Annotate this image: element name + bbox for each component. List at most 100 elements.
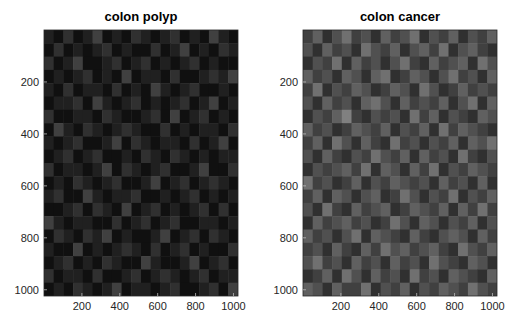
cell (449, 123, 459, 137)
cell (151, 110, 161, 124)
cell (390, 203, 400, 217)
cell (410, 136, 420, 150)
cell (332, 283, 342, 296)
cell (54, 123, 64, 137)
cell (371, 203, 381, 217)
cell (381, 110, 391, 124)
cell (449, 97, 459, 111)
cell (190, 243, 200, 257)
cell (342, 150, 352, 164)
cell (458, 230, 468, 244)
cell (381, 216, 391, 230)
cell (303, 57, 313, 71)
cell (361, 43, 371, 57)
cell (180, 110, 190, 124)
panel: 20040060080010002004006008001000colon ca… (274, 9, 505, 312)
cell (419, 83, 429, 97)
cell (160, 123, 170, 137)
y-tick-label: 800 (21, 232, 39, 244)
cell (228, 150, 238, 164)
cell (63, 70, 73, 84)
cell (322, 256, 332, 270)
cell (449, 243, 459, 257)
cell (219, 256, 229, 270)
cell (332, 176, 342, 190)
cell (190, 269, 200, 283)
cell (303, 269, 313, 283)
cell (228, 230, 238, 244)
cell (44, 57, 54, 71)
cell (322, 43, 332, 57)
cell (44, 123, 54, 137)
cell (122, 136, 132, 150)
cell (468, 70, 478, 84)
cell (141, 110, 151, 124)
cell (361, 163, 371, 177)
cell (419, 70, 429, 84)
cell (313, 136, 323, 150)
cell (371, 123, 381, 137)
y-tick (44, 81, 47, 82)
cell (141, 97, 151, 111)
cell (400, 203, 410, 217)
cell (313, 110, 323, 124)
cell (151, 163, 161, 177)
cell (487, 70, 497, 84)
cell (93, 256, 103, 270)
cell (63, 163, 73, 177)
cell (342, 203, 352, 217)
cell (54, 150, 64, 164)
cell (93, 163, 103, 177)
cell (429, 230, 439, 244)
y-tick (44, 237, 47, 238)
y-tick-label: 1000 (15, 284, 39, 296)
cell (303, 97, 313, 111)
cell (228, 97, 238, 111)
cell (332, 256, 342, 270)
cell (160, 190, 170, 204)
cell (439, 243, 449, 257)
cell (371, 256, 381, 270)
cell (303, 43, 313, 57)
cell (199, 256, 209, 270)
cell (390, 256, 400, 270)
y-tick (303, 81, 306, 82)
cell (390, 150, 400, 164)
cell (487, 123, 497, 137)
cell (112, 243, 122, 257)
cell (83, 203, 93, 217)
cell (419, 256, 429, 270)
cell (54, 97, 64, 111)
cell (313, 230, 323, 244)
cell (151, 83, 161, 97)
cell (219, 283, 229, 296)
cell (439, 97, 449, 111)
cell (449, 283, 459, 296)
cell (381, 163, 391, 177)
cell (439, 269, 449, 283)
cell (83, 30, 93, 44)
cell (83, 70, 93, 84)
cell (449, 136, 459, 150)
cell (160, 216, 170, 230)
cell (439, 43, 449, 57)
cell (122, 110, 132, 124)
cell (410, 123, 420, 137)
cell (410, 269, 420, 283)
cell (439, 256, 449, 270)
cell (131, 283, 141, 296)
cell (180, 176, 190, 190)
cell (342, 70, 352, 84)
cell (342, 230, 352, 244)
cell (83, 256, 93, 270)
cell (228, 283, 238, 296)
cell (478, 243, 488, 257)
cell (390, 43, 400, 57)
cell (190, 163, 200, 177)
cell (449, 30, 459, 44)
cell (478, 97, 488, 111)
cell (322, 283, 332, 296)
cell (102, 83, 112, 97)
cell (439, 70, 449, 84)
cell (458, 123, 468, 137)
